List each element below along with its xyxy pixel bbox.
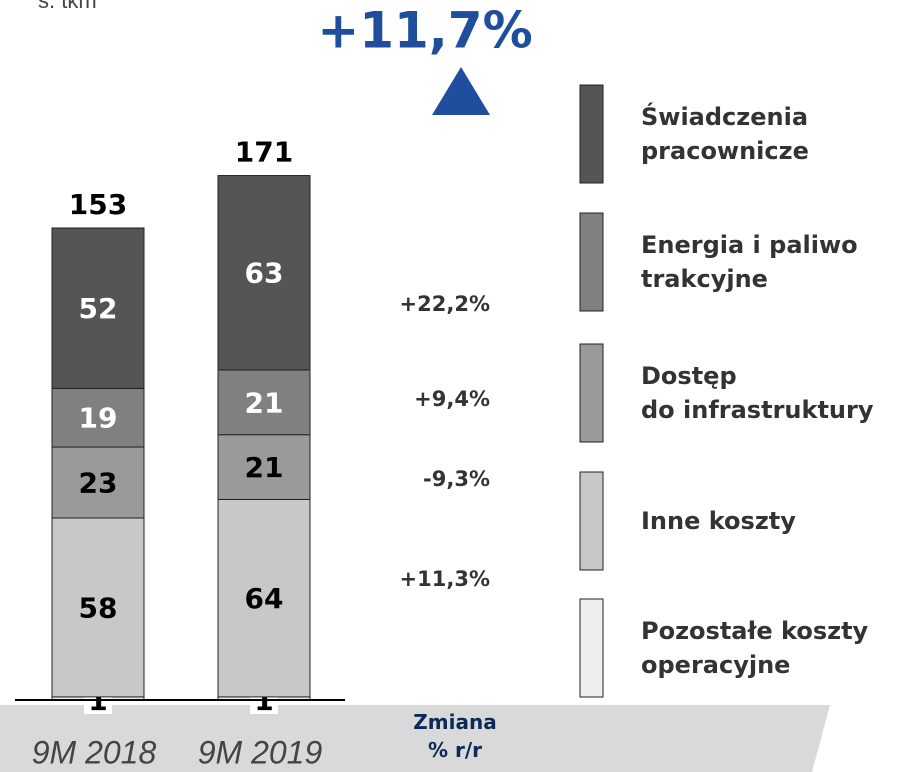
subtitle: s. tkm xyxy=(38,0,97,13)
bar-segment xyxy=(51,227,145,389)
legend-swatch xyxy=(579,84,604,184)
total-label: 171 xyxy=(235,136,293,169)
value-label: 21 xyxy=(245,386,284,419)
x-tick-label: 9M 2018 xyxy=(32,734,157,770)
bar-segment xyxy=(217,175,311,371)
total-label: 153 xyxy=(69,188,127,221)
headline: +11,7% xyxy=(317,2,532,60)
value-label: 63 xyxy=(245,257,284,290)
bar-segment xyxy=(51,387,145,448)
value-label: 52 xyxy=(79,292,118,325)
legend-swatch xyxy=(579,212,604,312)
bar-segment xyxy=(51,446,145,519)
floor-band xyxy=(0,705,830,772)
legend-swatch xyxy=(579,471,604,571)
legend-label: Świadczenia pracownicze xyxy=(641,103,809,165)
legend-swatch xyxy=(579,598,604,698)
value-label: 64 xyxy=(245,582,284,615)
change-title: Zmiana % r/r xyxy=(413,710,497,762)
value-label: 21 xyxy=(245,451,284,484)
change-label: +11,3% xyxy=(400,567,490,591)
legend-label: Dostęp do infrastruktury xyxy=(641,362,874,424)
bar-segment xyxy=(217,434,311,500)
legend-label: Energia i paliwo trakcyjne xyxy=(641,231,858,293)
change-label: +22,2% xyxy=(400,292,490,316)
value-label: 23 xyxy=(79,467,118,500)
up-arrow xyxy=(432,67,490,115)
change-label: -9,3% xyxy=(423,467,490,491)
bar-segment xyxy=(217,369,311,436)
x-tick-label: 9M 2019 xyxy=(198,734,323,770)
value-label: 58 xyxy=(79,591,118,624)
legend-swatch xyxy=(579,343,604,443)
legend-label: Pozostałe koszty operacyjne xyxy=(641,617,869,679)
bar-segment xyxy=(217,498,311,698)
change-label: +9,4% xyxy=(414,387,490,411)
value-label: 19 xyxy=(79,402,118,435)
legend-label: Inne koszty xyxy=(641,507,796,535)
